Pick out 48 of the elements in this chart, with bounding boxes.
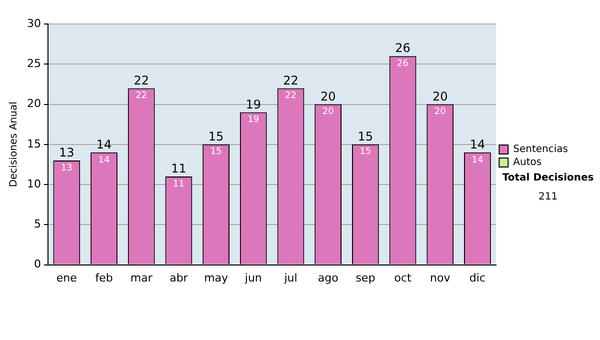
x-tick-label: ago	[318, 271, 339, 284]
total-label: 19	[246, 97, 262, 112]
x-tick-label: oct	[394, 271, 412, 284]
y-tick-label: 10	[26, 177, 41, 190]
total-label: 22	[283, 73, 298, 88]
y-tick-label: 15	[26, 137, 41, 150]
x-tick-label: may	[204, 271, 229, 284]
x-tick-label: dic	[469, 271, 486, 284]
total-label: 26	[395, 41, 410, 56]
data-label: 26	[397, 58, 409, 69]
total-label: 14	[96, 138, 112, 152]
x-tick-label: nov	[430, 271, 451, 284]
x-tick-label: ene	[56, 271, 78, 284]
data-label: 22	[136, 91, 148, 102]
y-tick-label: 5	[34, 218, 41, 231]
x-tick-label: jul	[283, 271, 298, 284]
data-label: 22	[285, 91, 296, 102]
total-label: 13	[59, 146, 74, 160]
y-axis-title: Decisiones Anual	[8, 102, 20, 188]
y-tick-label: 20	[26, 97, 41, 110]
total-label: 20	[432, 89, 448, 104]
y-tick-label: 0	[34, 258, 41, 271]
data-label: 15	[360, 147, 372, 158]
total-label: 22	[134, 73, 149, 88]
data-label: 13	[60, 163, 72, 174]
x-tick-label: mar	[130, 271, 153, 284]
x-tick-label: abr	[170, 271, 188, 284]
data-label: 20	[322, 107, 334, 118]
data-label: 19	[248, 115, 260, 126]
data-label: 14	[472, 155, 484, 166]
total-label: 15	[358, 130, 374, 144]
total-label: 11	[171, 162, 186, 176]
data-label: 14	[98, 155, 110, 166]
x-tick-label: feb	[95, 271, 113, 284]
legend-label: Autos	[513, 157, 542, 168]
text: Total Decisiones	[502, 172, 594, 184]
data-label: 15	[210, 147, 222, 158]
total-label: 15	[208, 130, 224, 144]
y-tick-label: 25	[26, 56, 41, 70]
total-label: 20	[320, 89, 336, 104]
text: 211	[538, 192, 558, 203]
legend-label: Sentencias	[513, 144, 568, 156]
data-label: 11	[172, 179, 184, 190]
data-label: 20	[434, 107, 446, 118]
total-label: 14	[470, 138, 486, 152]
y-tick-label: 30	[26, 16, 41, 30]
x-tick-label: jun	[244, 271, 262, 284]
x-tick-label: sep	[356, 271, 376, 284]
